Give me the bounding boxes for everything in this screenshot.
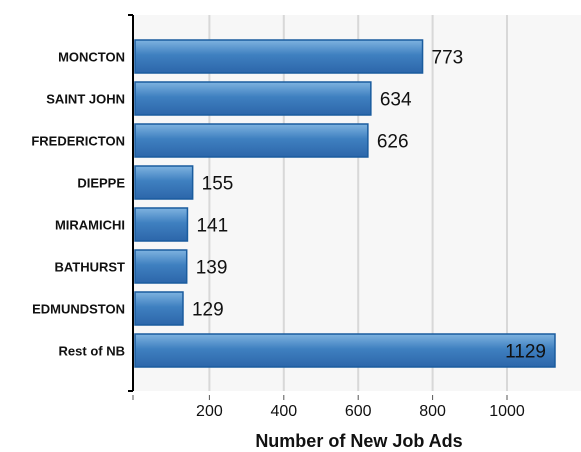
bar-dieppe <box>134 165 194 200</box>
value-label-saint-john: 634 <box>380 90 412 111</box>
bar-moncton <box>134 39 424 74</box>
x-tick-label-600: 600 <box>345 403 372 420</box>
axes <box>128 14 508 400</box>
x-tick-label-800: 800 <box>419 403 446 420</box>
category-label-edmundston: EDMUNDSTON <box>32 302 125 317</box>
value-label-fredericton: 626 <box>377 132 409 153</box>
bar-saint-john <box>134 81 372 116</box>
category-label-rest-of-nb: Rest of NB <box>59 344 125 359</box>
bar-rest-of-nb <box>134 333 556 368</box>
category-label-miramichi: MIRAMICHI <box>55 218 125 233</box>
bars <box>134 39 556 368</box>
value-label-rest-of-nb: 1129 <box>505 342 546 363</box>
bar-miramichi <box>134 207 189 242</box>
gridlines <box>208 15 508 391</box>
bar-edmundston <box>134 291 184 326</box>
category-label-fredericton: FREDERICTON <box>31 134 125 149</box>
x-tick-label-1000: 1000 <box>489 403 525 420</box>
value-label-bathurst: 139 <box>196 258 228 279</box>
labels: 200 400 600 800 1000 MONCTON 773 SAINT JOHN 634 F… <box>31 48 546 421</box>
bar-fredericton <box>134 123 369 158</box>
category-label-bathurst: BATHURST <box>54 260 125 275</box>
category-label-saint-john: SAINT JOHN <box>46 92 125 107</box>
value-label-moncton: 773 <box>432 48 464 69</box>
value-label-miramichi: 141 <box>196 216 228 237</box>
x-tick-label-200: 200 <box>196 403 223 420</box>
category-label-dieppe: DIEPPE <box>77 176 125 191</box>
category-label-moncton: MONCTON <box>58 50 125 65</box>
bar-bathurst <box>134 249 188 284</box>
x-tick-label-400: 400 <box>270 403 297 420</box>
x-axis-title: Number of New Job Ads <box>255 431 462 451</box>
value-label-dieppe: 155 <box>202 174 234 195</box>
value-label-edmundston: 129 <box>192 300 224 321</box>
